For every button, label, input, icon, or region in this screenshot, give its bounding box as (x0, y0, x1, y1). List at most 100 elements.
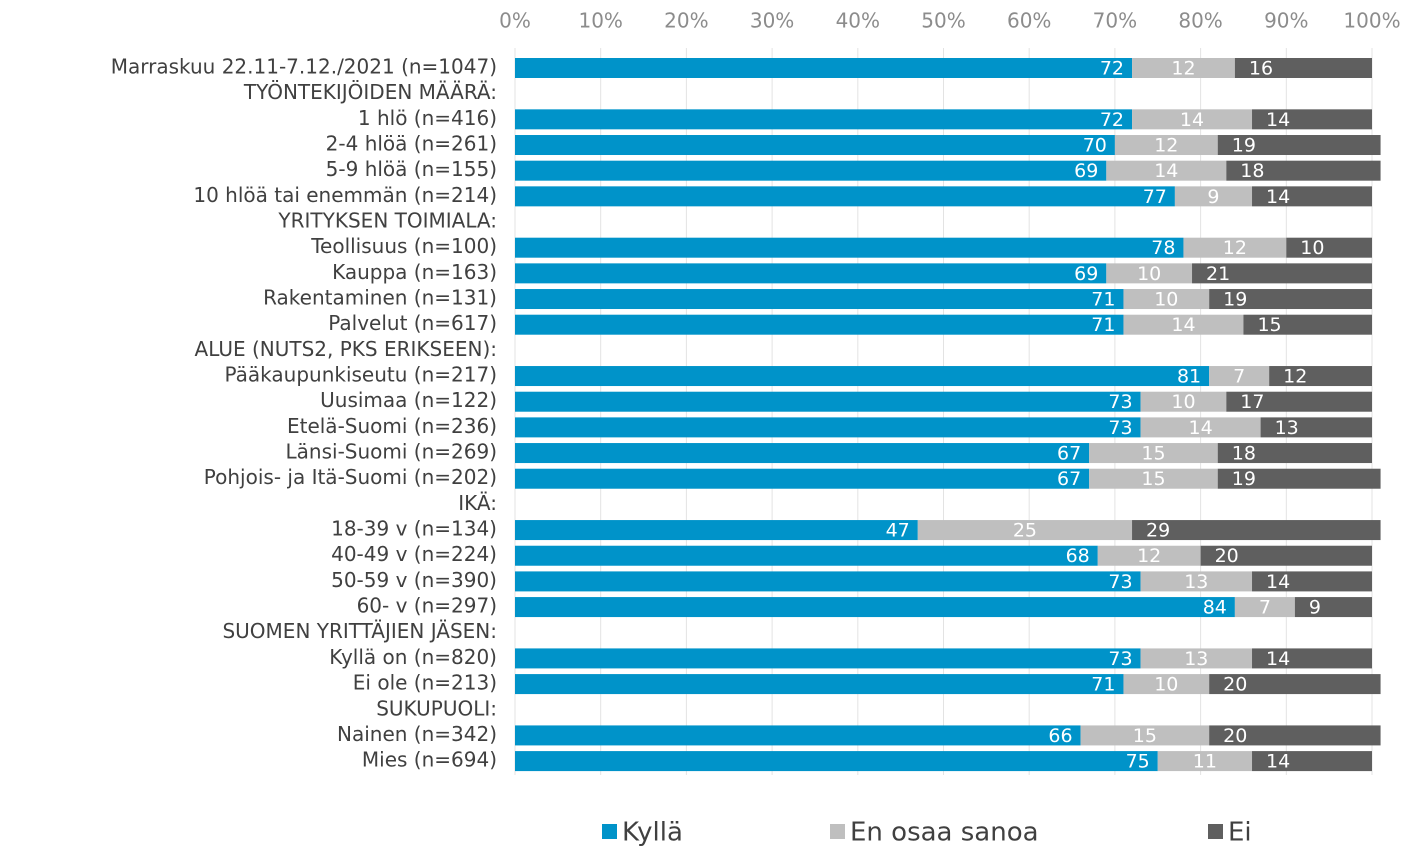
bar-segment (515, 391, 1141, 412)
bar-segment (515, 160, 1107, 181)
bar-segment (917, 520, 1133, 541)
data-label: 14 (1266, 571, 1290, 593)
data-label: 14 (1154, 160, 1178, 182)
bar-segment (1140, 417, 1261, 438)
legend-swatch (1208, 824, 1223, 839)
bar-segment (515, 545, 1098, 566)
bar-segment (515, 263, 1107, 284)
bar-segment (1209, 289, 1372, 310)
x-tick-label: 0% (499, 9, 531, 33)
data-label: 73 (1108, 648, 1132, 670)
y-tick-label: Nainen (n=342) (337, 722, 497, 746)
data-label: 73 (1108, 391, 1132, 413)
bar-segment (1123, 314, 1244, 335)
y-tick-label: Pohjois- ja Itä-Suomi (n=202) (204, 465, 497, 489)
y-tick-label: 1 hlö (n=416) (358, 106, 497, 130)
bar-segment (515, 571, 1141, 592)
bar-segment (515, 135, 1115, 156)
bar-segment (515, 520, 918, 541)
data-label: 12 (1137, 545, 1161, 567)
bar-segment (1217, 468, 1381, 489)
x-tick-label: 90% (1264, 9, 1308, 33)
data-label: 14 (1266, 648, 1290, 670)
data-label: 15 (1141, 443, 1165, 465)
bar-segment (1209, 674, 1381, 695)
bar-segment (1140, 571, 1253, 592)
bar-segment (515, 237, 1184, 258)
data-label: 69 (1074, 263, 1098, 285)
bar-segment (515, 314, 1124, 335)
y-tick-label: 2-4 hlöä (n=261) (326, 132, 497, 156)
legend-swatch (602, 824, 617, 839)
data-label: 29 (1146, 520, 1170, 542)
data-label: 14 (1266, 109, 1290, 131)
data-label: 7 (1233, 366, 1245, 388)
y-tick-label: 40-49 v (n=224) (331, 542, 497, 566)
data-label: 9 (1309, 597, 1321, 619)
data-label: 71 (1091, 314, 1115, 336)
y-tick-label: Länsi-Suomi (n=269) (286, 440, 497, 464)
y-tick-label: Pääkaupunkiseutu (n=217) (224, 363, 497, 387)
data-label: 67 (1057, 468, 1081, 490)
data-label: 13 (1275, 417, 1299, 439)
bar-segment (1252, 648, 1372, 669)
x-tick-label: 80% (1178, 9, 1222, 33)
x-tick-label: 30% (750, 9, 794, 33)
legend-label: Ei (1228, 818, 1252, 846)
legend-label: Kyllä (622, 818, 683, 846)
bar-segment (1260, 417, 1372, 438)
bar-segment (1157, 751, 1253, 772)
bar-segment (515, 109, 1133, 130)
data-label: 17 (1240, 391, 1264, 413)
bar-segment (515, 58, 1133, 78)
data-label: 72 (1100, 109, 1124, 131)
bar-segment (1123, 674, 1210, 695)
data-label: 13 (1184, 648, 1208, 670)
bar-segment (1123, 289, 1210, 310)
y-tick-label: Rakentaminen (n=131) (263, 286, 497, 310)
bar-segment (515, 186, 1175, 207)
bar-segment (1252, 751, 1372, 772)
y-tick-label: Mies (n=694) (362, 748, 497, 772)
bar-segment (1132, 58, 1235, 78)
bar-segment (1209, 366, 1270, 387)
x-tick-label: 70% (1093, 9, 1137, 33)
data-label: 47 (886, 520, 910, 542)
bar-segment (1132, 520, 1381, 541)
y-tick-label: Kauppa (n=163) (332, 260, 497, 284)
x-tick-label: 100% (1343, 9, 1400, 33)
data-label: 10 (1300, 237, 1324, 259)
data-label: 69 (1074, 160, 1098, 182)
data-label: 25 (1013, 520, 1037, 542)
data-label: 15 (1141, 468, 1165, 490)
y-tick-label: 10 hlöä tai enemmän (n=214) (193, 183, 497, 207)
bar-segment (1294, 597, 1372, 618)
bar-segment (1106, 160, 1227, 181)
y-tick-label: 50-59 v (n=390) (331, 568, 497, 592)
y-tick-label: Uusimaa (n=122) (320, 388, 497, 412)
data-label: 10 (1171, 391, 1195, 413)
bar-segment (1192, 263, 1372, 284)
bar-segment (1269, 366, 1372, 387)
data-label: 73 (1108, 417, 1132, 439)
y-tick-label: Palvelut (n=617) (328, 311, 497, 335)
data-label: 12 (1154, 135, 1178, 157)
data-label: 20 (1223, 725, 1247, 747)
data-label: 73 (1108, 571, 1132, 593)
bar-segment (1132, 109, 1253, 130)
y-tick-label: Marraskuu 22.11-7.12./2021 (n=1047) (111, 55, 497, 79)
bar-segment (515, 674, 1124, 695)
bar-segment (1140, 648, 1253, 669)
bar-segment (515, 366, 1210, 387)
bar-segment (1089, 443, 1218, 464)
y-tick-label: Teollisuus (n=100) (310, 234, 497, 258)
data-label: 19 (1223, 289, 1247, 311)
bar-segment (1106, 263, 1193, 284)
bar-segment (515, 289, 1124, 310)
bar-segment (1183, 237, 1287, 258)
bar-segment (1089, 468, 1218, 489)
data-label: 14 (1266, 751, 1290, 773)
x-tick-label: 60% (1007, 9, 1051, 33)
data-label: 21 (1206, 263, 1230, 285)
